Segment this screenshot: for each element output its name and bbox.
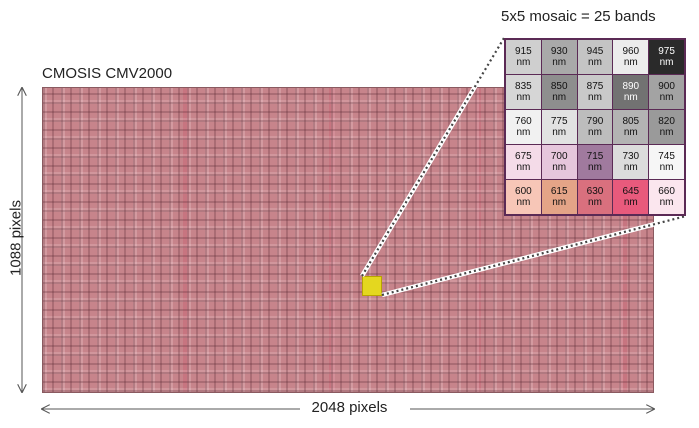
band-wavelength-unit: nm [659,92,674,103]
band-wavelength-value: 850 [550,81,568,92]
band-wavelength-value: 820 [658,116,675,127]
band-wavelength-value: 960 [622,46,640,57]
band-wavelength-value: 760 [515,116,532,127]
band-wavelength-value: 775 [550,116,568,127]
mosaic-band-cell: 790 nm [577,110,613,144]
band-wavelength-unit: nm [623,127,638,138]
band-wavelength-unit: nm [552,57,567,68]
width-label: 2048 pixels [311,399,388,416]
band-wavelength-unit: nm [516,57,531,68]
band-wavelength-value: 915 [515,46,532,57]
band-wavelength-unit: nm [588,92,602,103]
sensor-title: CMOSIS CMV2000 [42,65,173,82]
band-wavelength-value: 645 [622,186,640,197]
height-label: 1088 pixels [7,200,25,276]
mosaic-band-cell: 700 nm [541,145,577,179]
band-wavelength-unit: nm [552,92,567,103]
mosaic-band-cell: 975 nm [649,40,684,74]
mosaic-band-cell: 715 nm [577,145,613,179]
mosaic-band-cell: 890 nm [613,75,649,109]
band-wavelength-unit: nm [552,127,567,138]
band-wavelength-unit: nm [623,92,638,103]
mosaic-band-cell: 850 nm [541,75,577,109]
band-wavelength-value: 630 [586,186,604,197]
mosaic-grid: 915 nm 930 nm 945 nm 960 nm 975 nm 835 nm 850 nm 875 nm… [504,38,686,216]
band-wavelength-unit: nm [516,162,531,173]
band-wavelength-unit: nm [659,127,674,138]
band-wavelength-value: 900 [658,81,675,92]
mosaic-band-cell: 600 nm [506,180,541,214]
band-wavelength-value: 875 [586,81,604,92]
mosaic-title: 5x5 mosaic = 25 bands [501,8,656,25]
band-wavelength-unit: nm [552,197,567,208]
band-wavelength-value: 745 [658,151,675,162]
mosaic-band-cell: 675 nm [506,145,541,179]
mosaic-band-cell: 760 nm [506,110,541,144]
band-wavelength-value: 890 [622,81,640,92]
band-wavelength-value: 975 [658,46,675,57]
mosaic-band-cell: 930 nm [541,40,577,74]
band-wavelength-unit: nm [623,162,638,173]
mosaic-band-cell: 745 nm [649,145,684,179]
mosaic-band-cell: 820 nm [649,110,684,144]
mosaic-band-cell: 835 nm [506,75,541,109]
mosaic-band-cell: 945 nm [577,40,613,74]
band-wavelength-value: 660 [658,186,675,197]
band-wavelength-unit: nm [516,127,531,138]
band-wavelength-unit: nm [623,57,638,68]
mosaic-band-cell: 960 nm [613,40,649,74]
band-wavelength-unit: nm [659,197,674,208]
band-wavelength-value: 600 [515,186,532,197]
mosaic-band-cell: 875 nm [577,75,613,109]
mosaic-band-cell: 900 nm [649,75,684,109]
band-wavelength-value: 790 [586,116,604,127]
band-wavelength-value: 675 [515,151,532,162]
band-wavelength-unit: nm [516,92,531,103]
band-wavelength-unit: nm [516,197,531,208]
band-wavelength-value: 835 [515,81,532,92]
band-wavelength-value: 615 [550,186,568,197]
band-wavelength-unit: nm [623,197,638,208]
mosaic-band-cell: 915 nm [506,40,541,74]
band-wavelength-unit: nm [552,162,567,173]
mosaic-band-cell: 615 nm [541,180,577,214]
band-wavelength-value: 700 [550,151,568,162]
highlighted-mosaic-region [362,276,382,296]
band-wavelength-unit: nm [588,127,602,138]
mosaic-band-cell: 630 nm [577,180,613,214]
mosaic-band-cell: 645 nm [613,180,649,214]
band-wavelength-value: 715 [586,151,604,162]
band-wavelength-value: 945 [586,46,604,57]
band-wavelength-unit: nm [588,162,602,173]
band-wavelength-value: 930 [550,46,568,57]
mosaic-band-cell: 660 nm [649,180,684,214]
mosaic-band-cell: 775 nm [541,110,577,144]
band-wavelength-value: 805 [622,116,640,127]
mosaic-band-cell: 730 nm [613,145,649,179]
band-wavelength-unit: nm [659,57,674,68]
mosaic-band-cell: 805 nm [613,110,649,144]
band-wavelength-unit: nm [588,57,602,68]
band-wavelength-value: 730 [622,151,640,162]
band-wavelength-unit: nm [588,197,602,208]
band-wavelength-unit: nm [659,162,674,173]
